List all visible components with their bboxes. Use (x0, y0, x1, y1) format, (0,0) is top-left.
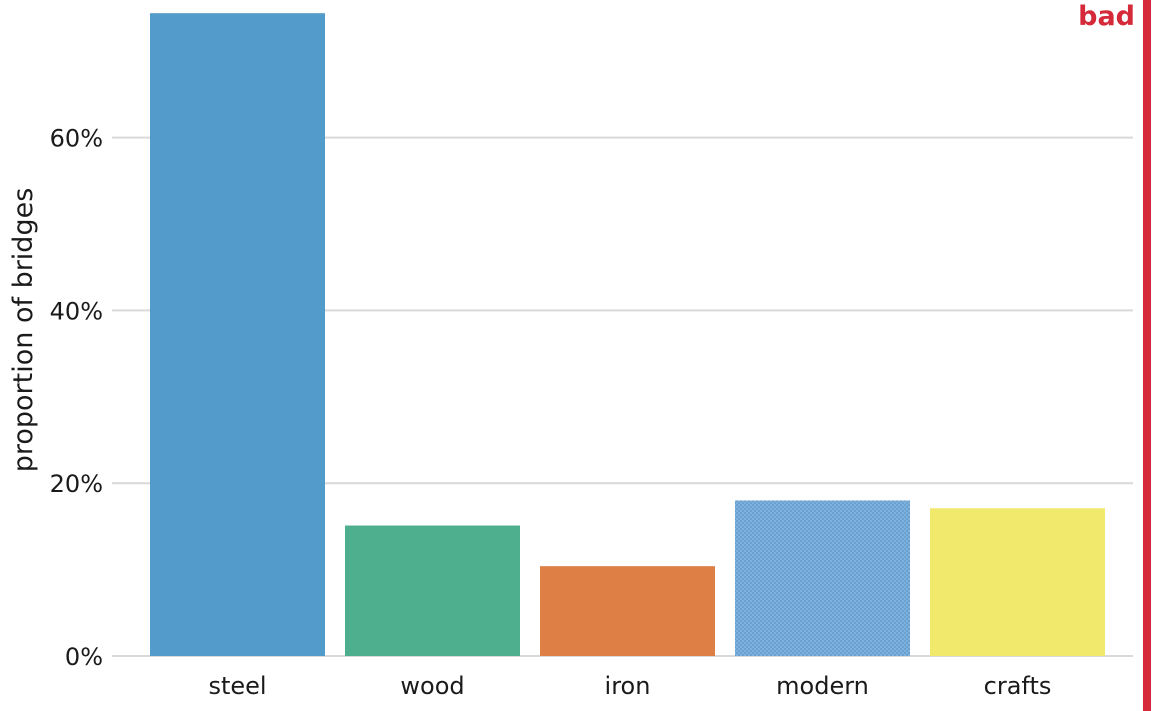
bars (150, 13, 1105, 656)
y-tick-labels: 0% 20% 40% 60% (50, 125, 103, 671)
x-tick-label: wood (400, 672, 464, 700)
x-tick-label: iron (605, 672, 651, 700)
bar-wood (345, 525, 520, 656)
bar-crafts (930, 508, 1105, 656)
badge-label: bad (1078, 1, 1135, 32)
x-tick-label: crafts (984, 672, 1052, 700)
bar-modern (735, 500, 910, 656)
y-tick-label: 40% (50, 297, 103, 325)
y-tick-label: 60% (50, 125, 103, 153)
y-axis-title: proportion of bridges (8, 188, 39, 473)
x-tick-labels: steel wood iron modern crafts (208, 672, 1051, 700)
x-tick-label: modern (776, 672, 869, 700)
bar-iron (540, 566, 715, 656)
bar-steel (150, 13, 325, 656)
x-tick-label: steel (208, 672, 266, 700)
y-tick-label: 20% (50, 470, 103, 498)
y-tick-label: 0% (65, 643, 103, 671)
